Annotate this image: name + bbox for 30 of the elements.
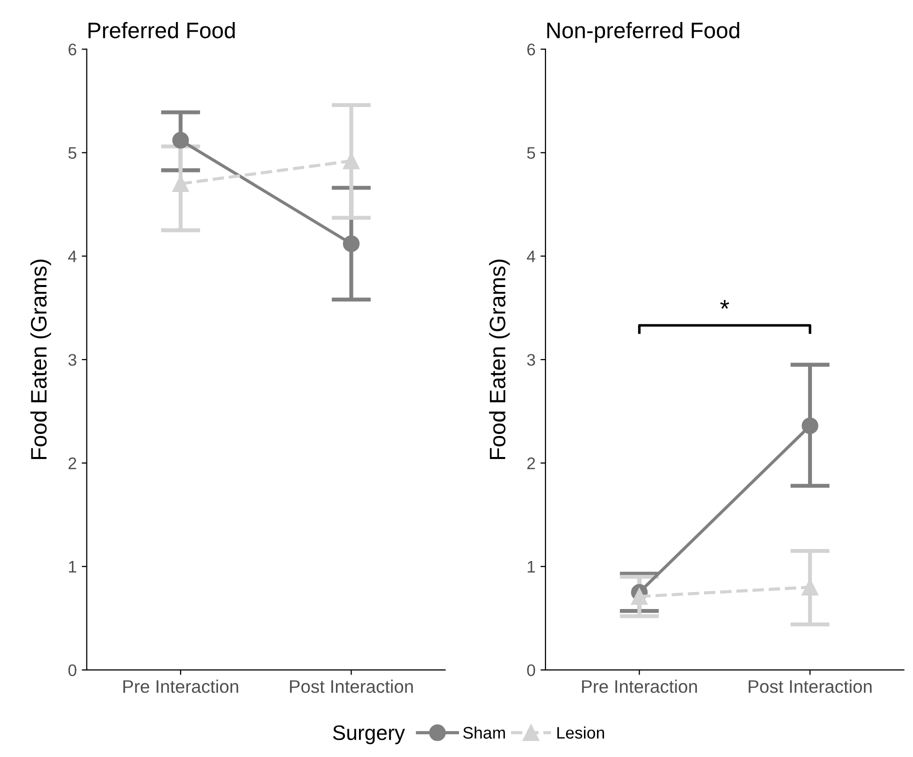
point	[172, 132, 189, 149]
y-tick-label: 4	[526, 250, 536, 262]
y-tick-label: 4	[68, 250, 77, 262]
y-tick-label: 6	[68, 44, 76, 56]
y-tick-label: 5	[68, 147, 76, 159]
point	[802, 417, 818, 434]
legend-title: Surgery	[333, 725, 405, 744]
x-tick-label: Post Interaction	[290, 680, 413, 693]
point	[631, 588, 648, 605]
x-tick-label: Pre Interaction	[123, 680, 238, 693]
y-tick-label: 5	[527, 147, 536, 159]
y-tick-label: 6	[527, 44, 536, 56]
chart-title: Preferred Food	[88, 22, 235, 38]
y-tick-label: 3	[68, 354, 76, 366]
y-tick-label: 2	[527, 457, 535, 470]
x-tick-label: Pre Interaction	[582, 680, 697, 693]
legend-label: Lesion	[557, 726, 604, 739]
y-tick-label: 0	[527, 664, 536, 676]
y-axis-title: Food Eaten (Grams)	[489, 260, 510, 460]
chart-title: Non-preferred Food	[547, 22, 740, 43]
annotation: *	[720, 300, 730, 309]
point	[342, 235, 360, 252]
y-tick-label: 0	[68, 664, 76, 676]
y-tick-label: 1	[528, 561, 535, 573]
y-tick-label: 2	[68, 457, 76, 470]
y-axis-title: Food Eaten (Grams)	[30, 260, 52, 460]
y-tick-label: 3	[527, 354, 536, 366]
x-tick-label: Post Interaction	[748, 680, 872, 693]
legend-label: Sham	[463, 726, 505, 739]
y-tick-label: 1	[69, 561, 76, 573]
